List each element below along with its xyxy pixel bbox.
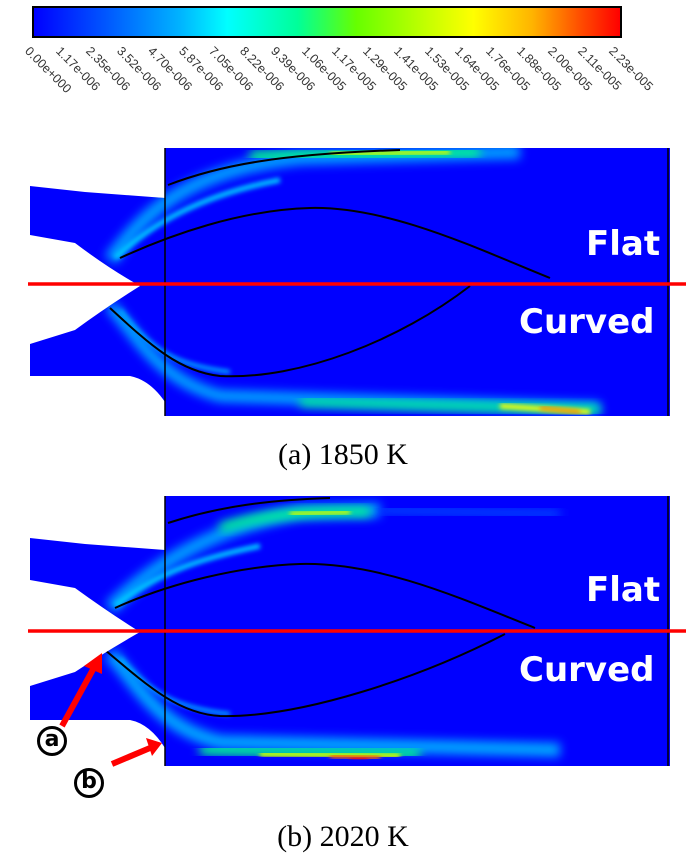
panel-2020k: Flat Curved a b <box>0 488 686 798</box>
panel-1850k: Flat Curved <box>0 140 686 430</box>
colorbar <box>32 6 622 38</box>
panel-a-field <box>28 148 686 416</box>
arrow-b <box>110 738 162 767</box>
panel-b-flat-label: Flat <box>586 570 661 610</box>
arrow-a <box>59 653 102 728</box>
panel-b-field <box>28 496 686 767</box>
caption-b: (b) 2020 K <box>277 820 409 853</box>
panel-b-curved-label: Curved <box>519 650 655 690</box>
panel-a-domain <box>30 148 670 416</box>
caption-a: (a) 1850 K <box>278 438 408 471</box>
marker-b: b <box>74 768 104 798</box>
panel-a-curved-label: Curved <box>519 302 655 342</box>
marker-a: a <box>37 726 67 756</box>
panel-a-flat-label: Flat <box>586 224 661 264</box>
